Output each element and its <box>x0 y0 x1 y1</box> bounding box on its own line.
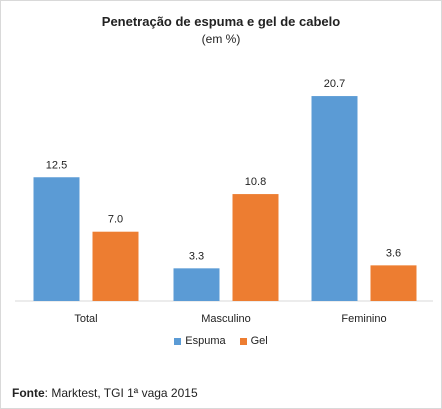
legend-item-espuma: Espuma <box>174 335 226 347</box>
data-label-espuma-total: 12.5 <box>46 159 67 171</box>
data-label-espuma-feminino: 20.7 <box>324 78 345 90</box>
chart-subtitle: (em %) <box>201 32 241 46</box>
data-label-espuma-masculino: 3.3 <box>189 250 204 262</box>
legend-swatch-gel <box>239 337 247 345</box>
bar-gel-total <box>92 231 139 301</box>
legend-label-gel: Gel <box>250 335 268 347</box>
legend-item-gel: Gel <box>239 335 268 347</box>
source-note: Fonte: Marktest, TGI 1ª vaga 2015 <box>12 386 198 400</box>
data-label-gel-masculino: 10.8 <box>245 176 266 188</box>
bar-espuma-total <box>33 177 80 301</box>
x-tick-label-total: Total <box>74 313 97 325</box>
chart-title: Penetração de espuma e gel de cabelo <box>101 14 341 29</box>
bar-espuma-feminino <box>311 96 358 301</box>
x-tick-label-feminino: Feminino <box>341 313 386 325</box>
bar-gel-masculino <box>232 194 279 301</box>
legend-swatch-espuma <box>174 337 182 345</box>
chart-legend: Espuma Gel <box>0 335 442 347</box>
data-label-gel-feminino: 3.6 <box>386 247 401 259</box>
legend-label-espuma: Espuma <box>185 335 226 347</box>
source-text: : Marktest, TGI 1ª vaga 2015 <box>44 386 198 400</box>
bar-espuma-masculino <box>173 268 220 301</box>
bar-gel-feminino <box>370 265 417 301</box>
x-tick-label-masculino: Masculino <box>201 313 251 325</box>
source-label: Fonte <box>12 386 45 400</box>
data-label-gel-total: 7.0 <box>108 214 123 226</box>
